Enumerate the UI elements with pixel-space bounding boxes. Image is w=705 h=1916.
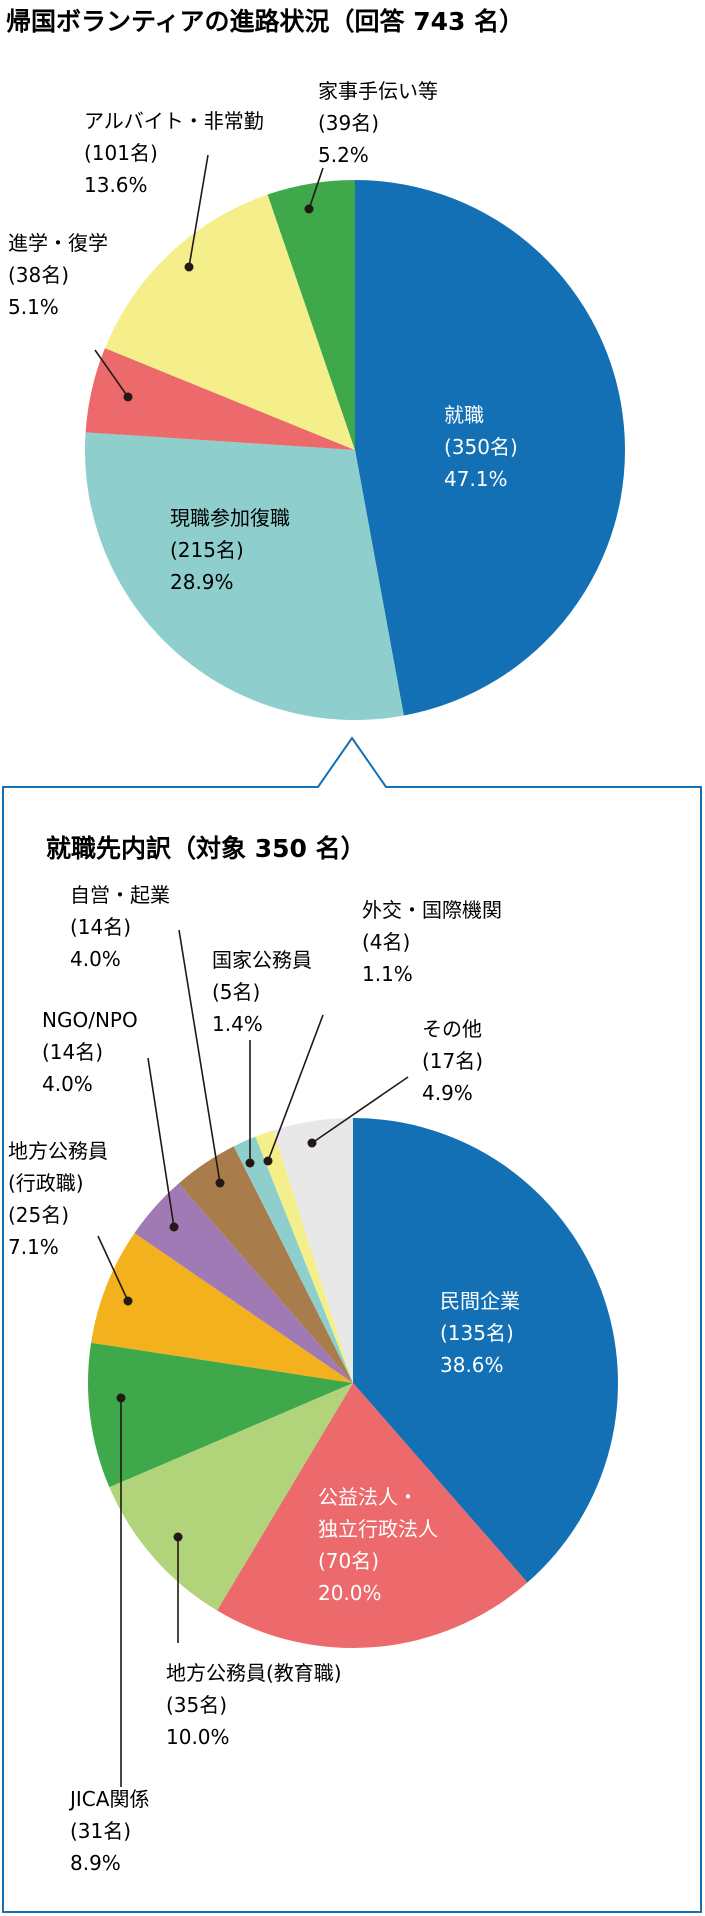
pie1-leader-line-4 (308, 167, 324, 210)
pie2-slice-label-0: 民間企業(135名) 38.6% (440, 1289, 520, 1377)
pie1-leader-dot-4 (304, 204, 314, 214)
pie1-slice-label-3: アルバイト・非常勤(101名) 13.6% (84, 109, 264, 197)
pie2-slice-1 (217, 1383, 528, 1648)
pie2-leader-dot-7 (245, 1158, 255, 1168)
chart-title-1: 帰国ボランティアの進路状況（回答 743 名） (6, 7, 524, 36)
pie2-slice-label-7: 国家公務員(5名) 1.4% (212, 948, 312, 1036)
pie2-slice-5 (134, 1183, 353, 1383)
pie-chart-career: 就職(350名) 47.1% 現職参加復職(215名) 28.9% 進学・復学(38名)… (8, 79, 626, 721)
pie2-slice-3 (88, 1342, 353, 1488)
pie2-leader-line-8 (267, 1014, 324, 1162)
pie2-slice-label-5: NGO/NPO (14名) 4.0% (42, 1008, 138, 1096)
pie2-leader-dot-6 (215, 1178, 225, 1188)
pie1-slice-0 (355, 180, 626, 716)
pie1-leader-dot-2 (123, 392, 133, 402)
pie2-slice-label-6: 自営・起業(14名) 4.0% (70, 883, 170, 971)
pie2-leader-dot-2 (173, 1532, 183, 1542)
pie2-leader-dot-4 (123, 1296, 133, 1306)
pie1-slice-2 (85, 348, 355, 450)
pie2-leader-dot-9 (307, 1138, 317, 1148)
pie2-slice-2 (109, 1383, 353, 1611)
pie2-slice-7 (233, 1136, 353, 1383)
pie1-leader-line-2 (94, 349, 129, 398)
pie2-leader-line-9 (311, 1076, 409, 1144)
pie1-slice-4 (267, 180, 355, 450)
pie1-slice-1 (85, 432, 404, 721)
chart-title-2: 就職先内訳（対象 350 名） (46, 834, 366, 863)
pie2-slice-9 (273, 1118, 353, 1383)
pie2-slice-8 (255, 1130, 353, 1383)
pie2-leader-line-4 (97, 1235, 129, 1302)
pie1-slice-label-0: 就職(350名) 47.1% (444, 403, 518, 491)
pie2-slice-label-2: 地方公務員(教育職) (35名) 10.0% (166, 1661, 342, 1749)
pie-chart-employment: 民間企業(135名) 38.6% 公益法人・独立行政法人(70名) 20.0% 地方公務… (8, 883, 618, 1875)
pie1-slice-3 (104, 194, 356, 450)
pie2-slice-label-9: その他(17名) 4.9% (422, 1017, 483, 1105)
pie2-leader-dot-8 (263, 1156, 273, 1166)
pie1-slice-label-4: 家事手伝い等(39名) 5.2% (318, 79, 438, 167)
pie2-slice-label-8: 外交・国際機関(4名) 1.1% (362, 898, 502, 986)
pie2-leader-line-6 (178, 929, 221, 1184)
pie2-slice-label-1: 公益法人・独立行政法人(70名) 20.0% (318, 1485, 438, 1605)
pie2-leader-line-5 (147, 1057, 175, 1228)
pie1-slice-label-2: 進学・復学(38名) 5.1% (8, 231, 108, 319)
pie2-slice-label-3: JICA関係(31名) 8.9% (68, 1787, 149, 1875)
breakdown-callout-frame (2, 736, 702, 1913)
pie2-slice-0 (353, 1118, 618, 1583)
pie2-leader-dot-5 (169, 1222, 179, 1232)
pie2-slice-4 (91, 1233, 353, 1383)
pie1-slice-label-1: 現職参加復職(215名) 28.9% (170, 506, 290, 594)
pie2-slice-label-4: 地方公務員(行政職) (25名) 7.1% (8, 1139, 108, 1259)
pie1-leader-line-3 (188, 154, 209, 268)
pie2-leader-dot-3 (116, 1393, 126, 1403)
pie1-leader-dot-3 (184, 262, 194, 272)
pie2-slice-6 (178, 1146, 353, 1383)
